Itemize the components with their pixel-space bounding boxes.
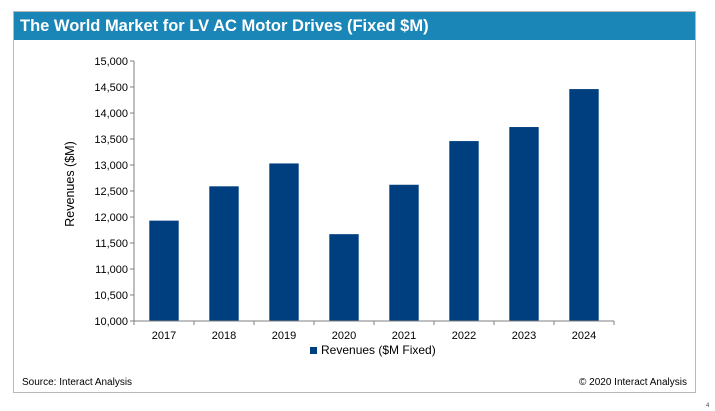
y-tick-label: 11,000 xyxy=(95,264,128,276)
bar xyxy=(509,127,539,321)
y-tick-label: 10,000 xyxy=(94,316,128,328)
y-tick-label: 10,500 xyxy=(94,290,128,302)
y-tick-label: 14,000 xyxy=(94,108,128,120)
y-tick-label: 13,500 xyxy=(94,134,128,146)
x-tick-label: 2021 xyxy=(392,330,416,342)
y-tick-label: 12,500 xyxy=(94,186,128,198)
x-tick-label: 2022 xyxy=(452,330,476,342)
chart-frame: The World Market for LV AC Motor Drives … xyxy=(13,11,696,393)
y-tick-label: 13,000 xyxy=(94,160,128,172)
x-tick-label: 2020 xyxy=(332,330,356,342)
y-tick-label: 11,500 xyxy=(95,238,128,250)
x-tick-label: 2019 xyxy=(272,330,296,342)
y-axis-label: Revenues ($M) xyxy=(63,141,77,226)
copyright-note: © 2020 Interact Analysis xyxy=(579,377,687,388)
bar-chart: 10,000 10,500 11,000 11,500 12,000 12,500 13,0… xyxy=(63,56,615,357)
bar xyxy=(149,220,179,321)
x-tick-label: 2017 xyxy=(152,330,176,342)
title-bar: The World Market for LV AC Motor Drives … xyxy=(14,12,695,40)
x-tick-label: 2023 xyxy=(512,330,536,342)
legend: Revenues ($M Fixed) xyxy=(310,343,436,357)
y-tick-label: 15,000 xyxy=(94,56,128,68)
bar xyxy=(449,141,479,321)
legend-label: Revenues ($M Fixed) xyxy=(321,343,436,357)
y-tick-label: 12,000 xyxy=(94,212,128,224)
bars-group xyxy=(149,89,599,321)
bar xyxy=(269,163,299,321)
bar xyxy=(209,186,239,321)
x-tick-label: 2024 xyxy=(572,330,596,342)
page-number: 4 xyxy=(706,403,710,409)
bar xyxy=(569,89,599,321)
x-tick-label: 2018 xyxy=(212,330,236,342)
bar xyxy=(329,234,359,321)
y-tick-label: 14,500 xyxy=(94,82,128,94)
x-axis: 2017 2018 2019 2020 2021 2022 2023 2024 xyxy=(133,320,615,342)
y-axis: 10,000 10,500 11,000 11,500 12,000 12,500 13,0… xyxy=(94,56,135,328)
legend-swatch xyxy=(310,347,317,354)
chart-title: The World Market for LV AC Motor Drives … xyxy=(20,17,429,35)
source-note: Source: Interact Analysis xyxy=(22,377,133,388)
bar xyxy=(389,184,419,321)
